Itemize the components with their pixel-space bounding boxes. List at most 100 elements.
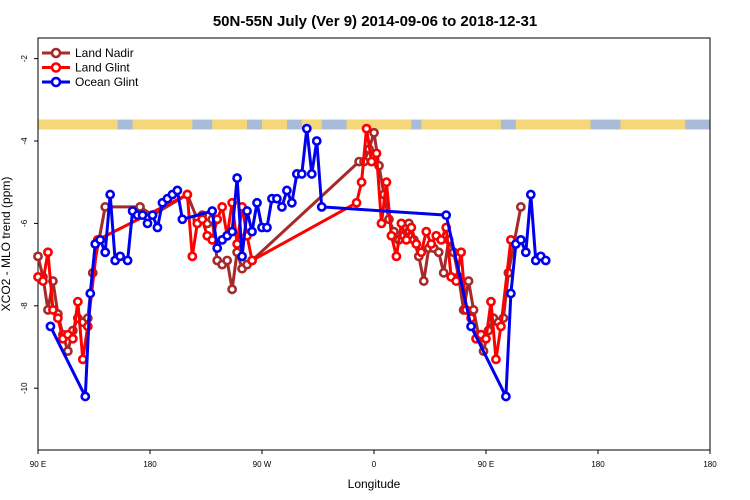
map-land-5: [346, 119, 412, 130]
y-tick-label-4: -10: [20, 382, 29, 394]
series-2-segment-6: [108, 193, 117, 262]
series-1-point-26: [351, 197, 362, 208]
series-2-point-13: [142, 218, 153, 229]
y-tick-label-2: -6: [20, 219, 29, 227]
map-land-7: [515, 119, 591, 130]
series-1-point-31: [376, 218, 387, 229]
series-1-point-43: [436, 234, 447, 245]
series-layer: [33, 123, 551, 402]
series-2-point-43: [316, 202, 327, 212]
legend-marker-0: [50, 47, 62, 59]
x-tick-label-edge: 180: [703, 460, 717, 469]
series-1-point-2: [43, 247, 53, 258]
series-2-point-39: [296, 169, 307, 179]
series-2-point-19: [172, 185, 183, 196]
series-2-point-35: [277, 202, 287, 212]
series-0-point-41: [418, 276, 429, 286]
series-1-point-37: [406, 222, 417, 233]
series-2-point-4: [95, 234, 106, 245]
series-2-point-2: [85, 288, 96, 299]
series-1-point-52: [481, 333, 491, 344]
series-1-point-3: [48, 305, 58, 315]
series-2-segment-46: [504, 291, 513, 398]
series-1-point-27: [356, 177, 367, 188]
series-1-point-47: [456, 247, 467, 258]
series-1-segment-12: [185, 193, 194, 258]
x-tick-label-0: 90 E: [30, 460, 46, 469]
series-2-segment-40: [305, 127, 314, 176]
x-tick-label-5: 180: [591, 460, 605, 469]
series-1-segment-54: [494, 324, 503, 361]
map-land-3: [262, 119, 287, 130]
series-2-point-54: [540, 255, 551, 266]
map-land-6: [421, 119, 501, 130]
series-2-point-26: [232, 173, 243, 183]
series-1-segment-2: [46, 250, 55, 312]
series-0-segment-23: [230, 250, 239, 291]
series-1-point-41: [426, 239, 437, 249]
series-2-point-40: [301, 123, 312, 134]
series-2-point-34: [272, 193, 282, 204]
series-1-point-35: [396, 218, 407, 229]
series-2-point-12: [137, 210, 148, 221]
series-2-point-29: [247, 226, 257, 237]
x-tick-label-4: 90 E: [478, 460, 494, 469]
plot-frame: [37, 37, 711, 451]
series-2-point-37: [286, 197, 297, 208]
series-0-point-59: [515, 202, 526, 212]
series-1-point-38: [411, 239, 422, 249]
series-2-point-0: [45, 321, 56, 332]
map-land-4: [301, 119, 322, 130]
series-2-point-15: [152, 222, 163, 233]
series-2-point-36: [281, 185, 292, 196]
series-0-point-44: [433, 247, 444, 258]
series-1-segment-8: [76, 300, 85, 361]
series-2-point-14: [147, 210, 158, 221]
series-1-point-55: [496, 321, 506, 332]
series-1-segment-32: [384, 180, 393, 238]
series-2: [45, 123, 551, 402]
series-2-point-41: [306, 169, 317, 179]
series-2-segment-50: [524, 193, 533, 254]
x-axis-ticks: 90 E 180 90 W 0 90 E 180 180: [30, 450, 717, 469]
series-2-point-30: [252, 197, 262, 208]
series-1-point-30: [371, 148, 382, 159]
series-0-point-22: [222, 255, 233, 266]
x-axis-label: Longitude: [348, 477, 401, 491]
series-0-point-51: [468, 305, 479, 315]
series-0-segment-27: [250, 160, 361, 262]
series-1-point-54: [491, 354, 501, 365]
series-1-point-7: [67, 333, 78, 344]
series-2-segment-9: [126, 209, 135, 262]
series-1-segment-55: [499, 238, 513, 328]
series-2-point-47: [505, 288, 516, 299]
series-2-segment-5: [103, 193, 112, 254]
series-2-point-51: [525, 189, 536, 200]
map-land-2: [212, 119, 248, 130]
series-1-point-53: [486, 296, 496, 307]
series-2-segment-45: [469, 324, 508, 398]
series-1-segment-53: [489, 300, 498, 361]
series-0-point-23: [227, 284, 238, 295]
series-1-point-29: [366, 156, 377, 167]
x-tick-label-3: 0: [372, 460, 377, 469]
series-1-point-40: [421, 226, 432, 237]
series-1-segment-34: [394, 221, 403, 258]
series-2-segment-39: [300, 127, 309, 176]
series-2-point-21: [207, 206, 218, 216]
series-2-point-5: [100, 247, 111, 258]
x-tick-label-2: 90 W: [253, 460, 272, 469]
series-2-point-1: [80, 391, 91, 402]
series-2-point-22: [212, 243, 223, 254]
series-0-segment-41: [422, 246, 431, 283]
series-1-point-13: [187, 251, 198, 262]
series-2-point-46: [501, 391, 511, 402]
series-0-point-45: [438, 267, 449, 278]
series-2-point-25: [227, 226, 238, 237]
y-tick-label-1: -4: [20, 137, 29, 145]
series-2-segment-0: [48, 324, 87, 398]
map-land-8: [620, 119, 686, 130]
series-2-segment-27: [240, 209, 249, 258]
